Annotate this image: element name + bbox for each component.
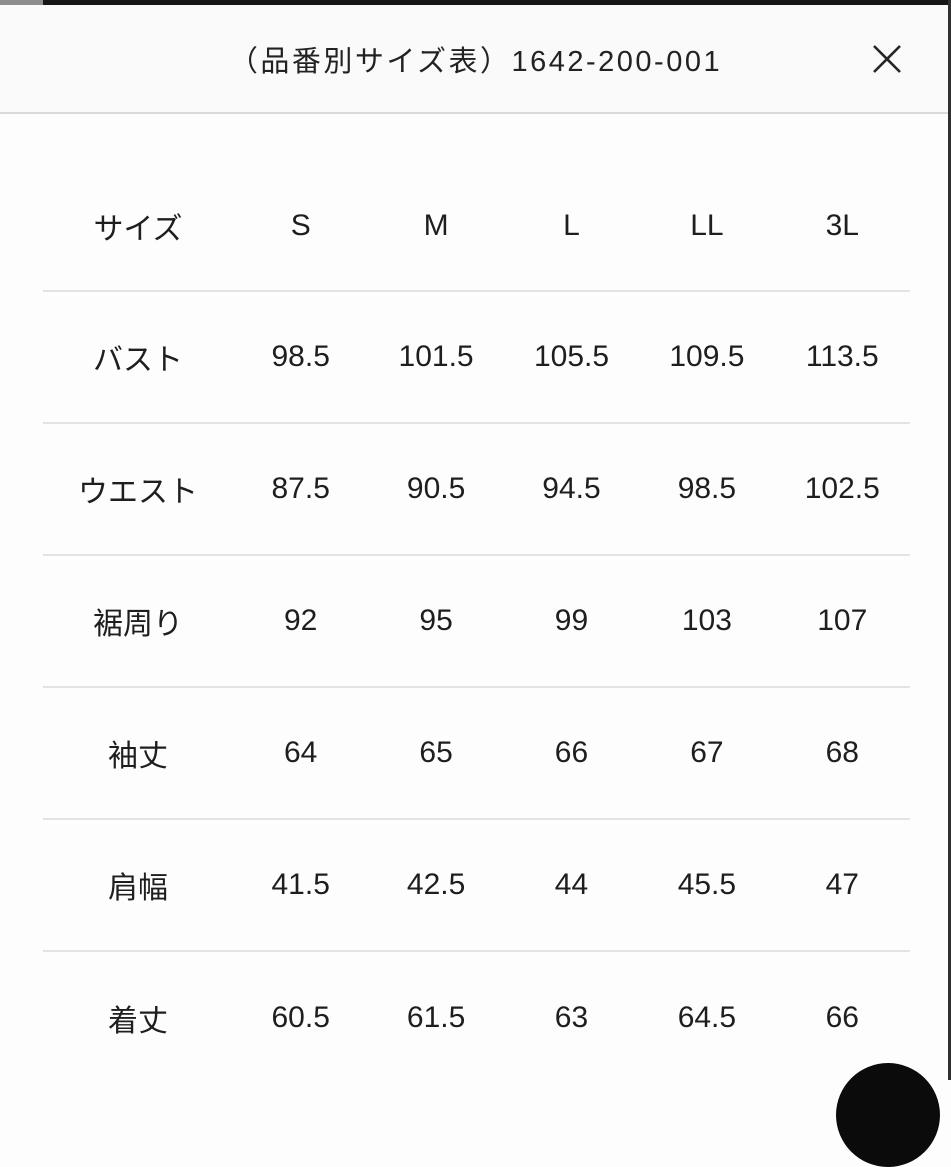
column-header-size: サイズ [93, 212, 183, 246]
size-cell: 44 [554, 868, 589, 901]
column-header-s: S [290, 208, 311, 242]
size-cell: 41.5 [271, 868, 330, 901]
table-row-sleeve-length: 袖丈 64 65 66 67 68 [43, 688, 910, 820]
row-label: 袖丈 [108, 740, 168, 773]
column-header-l: L [563, 208, 580, 242]
close-button[interactable] [863, 35, 911, 83]
row-label: 着丈 [108, 1005, 168, 1038]
size-cell: 113.5 [805, 340, 879, 373]
table-row-bust: バスト 98.5 101.5 105.5 109.5 113.5 [43, 292, 910, 424]
system-top-bar [0, 0, 951, 5]
modal-title: （品番別サイズ表）1642-200-001 [228, 45, 723, 78]
table-header-row: サイズ S M L LL 3L [43, 161, 910, 292]
size-cell: 66 [554, 736, 589, 769]
size-cell: 105.5 [533, 340, 610, 373]
size-cell: 68 [825, 736, 859, 769]
size-cell: 98.5 [677, 472, 737, 505]
size-cell: 95 [419, 604, 453, 637]
table-row-shoulder-width: 肩幅 41.5 42.5 44 45.5 47 [43, 820, 910, 952]
size-cell: 99 [554, 604, 589, 637]
size-cell: 47 [825, 868, 859, 901]
size-cell: 60.5 [271, 1001, 330, 1034]
top-bar-segment [0, 0, 43, 5]
screen-right-edge [948, 0, 951, 1080]
size-cell: 65 [419, 736, 453, 769]
size-cell: 103 [681, 604, 732, 637]
row-label: 肩幅 [108, 872, 168, 905]
column-header-ll: LL [690, 208, 724, 242]
size-cell: 92 [284, 604, 318, 637]
size-cell: 66 [825, 1001, 859, 1034]
size-cell: 45.5 [677, 868, 737, 901]
table-row-waist: ウエスト 87.5 90.5 94.5 98.5 102.5 [43, 424, 910, 556]
size-chart-table: サイズ S M L LL 3L バスト 98.5 101.5 105.5 109… [43, 161, 910, 1084]
row-label: 裾周り [93, 608, 183, 641]
size-cell: 109.5 [669, 340, 745, 373]
size-cell: 101.5 [398, 340, 474, 373]
table-row-hem: 裾周り 92 95 99 103 107 [43, 556, 910, 688]
row-label: ウエスト [78, 476, 198, 509]
size-chart-modal-header: （品番別サイズ表）1642-200-001 [0, 5, 951, 114]
size-cell: 64 [284, 736, 318, 769]
row-label: バスト [93, 344, 183, 377]
size-cell: 90.5 [406, 472, 466, 505]
size-cell: 64.5 [677, 1001, 737, 1034]
column-header-3l: 3L [825, 208, 859, 242]
size-cell: 107 [817, 604, 868, 637]
table-row-body-length: 着丈 60.5 61.5 63 64.5 66 [43, 952, 910, 1084]
size-cell: 94.5 [542, 472, 601, 505]
size-cell: 98.5 [271, 340, 330, 373]
floating-action-button[interactable] [836, 1063, 940, 1167]
size-cell: 67 [690, 736, 724, 769]
size-cell: 42.5 [406, 868, 466, 901]
size-cell: 63 [554, 1001, 589, 1034]
size-cell: 61.5 [406, 1001, 466, 1034]
column-header-m: M [423, 208, 449, 242]
size-cell: 87.5 [271, 472, 330, 505]
close-icon [864, 36, 910, 82]
size-cell: 102.5 [804, 472, 880, 505]
